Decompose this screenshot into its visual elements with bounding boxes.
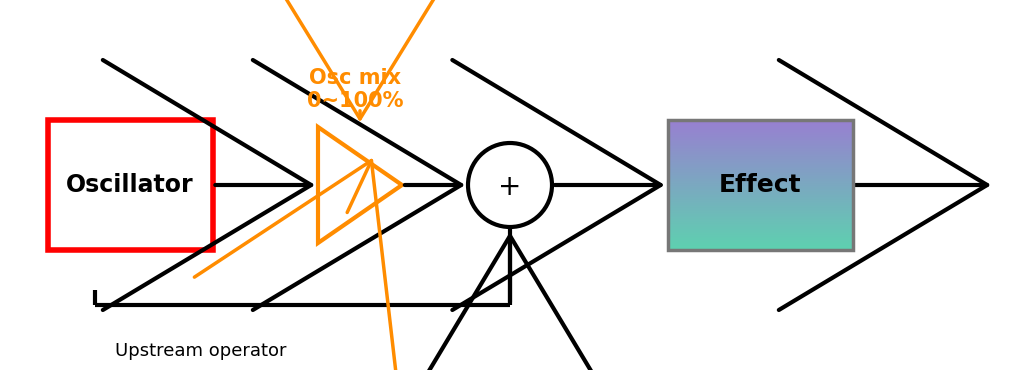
Text: Oscillator: Oscillator — [67, 173, 194, 197]
Bar — [47, 120, 213, 250]
Text: Osc mix
0~100%: Osc mix 0~100% — [307, 68, 403, 111]
Circle shape — [468, 143, 552, 227]
Text: Effect: Effect — [719, 173, 802, 197]
Text: +: + — [499, 173, 521, 201]
Polygon shape — [318, 127, 402, 243]
Bar — [668, 120, 853, 250]
Text: Upstream operator: Upstream operator — [115, 342, 287, 360]
